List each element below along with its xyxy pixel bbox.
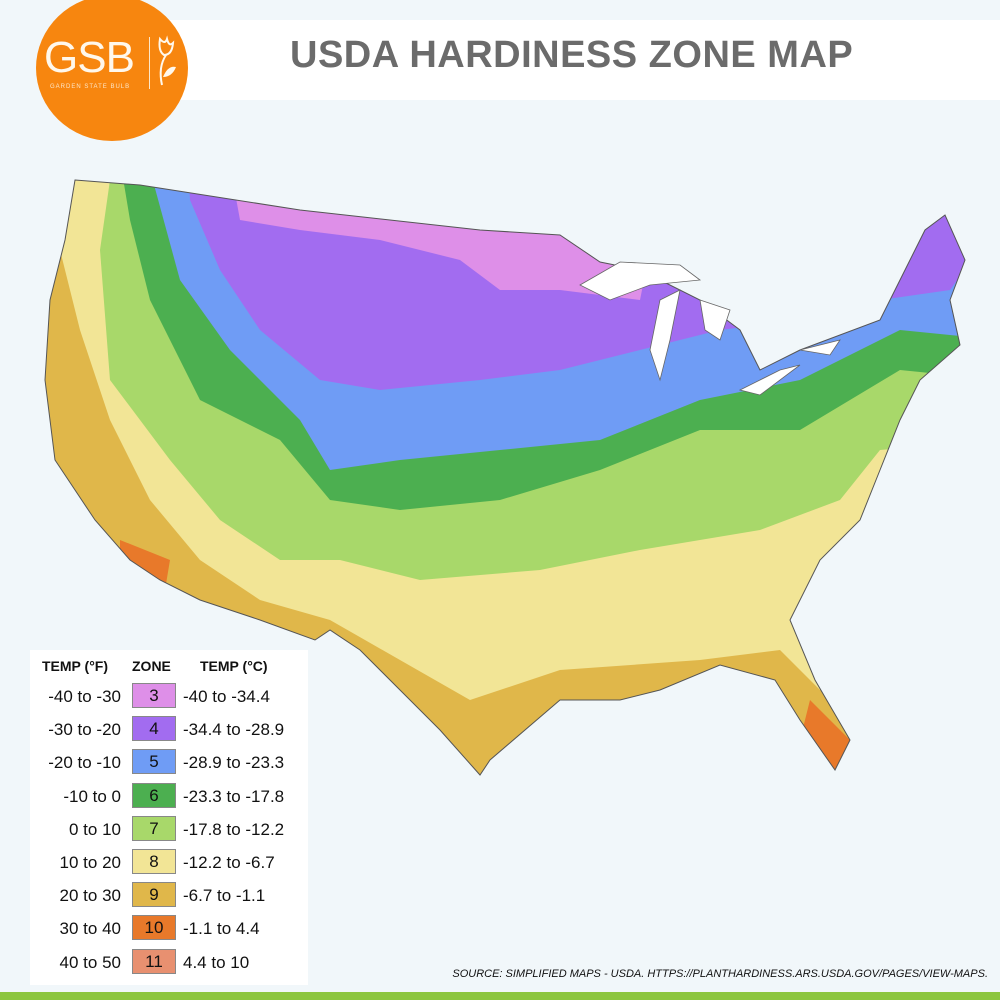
title-bar <box>150 20 1000 100</box>
legend-celsius: -17.8 to -12.2 <box>183 819 285 839</box>
page-title: USDA HARDINESS ZONE MAP <box>290 34 854 76</box>
legend-row: 0 to 10 7 -17.8 to -12.2 <box>30 813 308 846</box>
zone-swatch: 10 <box>132 915 176 941</box>
logo-text: GSB <box>44 33 135 82</box>
legend-celsius: -1.1 to 4.4 <box>183 919 260 939</box>
great-lakes <box>579 261 841 396</box>
legend-fahrenheit: -40 to -30 <box>48 687 121 706</box>
tulip-icon <box>158 35 176 86</box>
legend-row: 30 to 40 10 -1.1 to 4.4 <box>30 912 308 945</box>
zone-10-region <box>800 700 850 775</box>
zone-swatch: 7 <box>132 815 176 841</box>
zone-swatch: 8 <box>132 849 176 874</box>
legend-row: -10 to 0 6 -23.3 to -17.8 <box>30 780 308 813</box>
legend-header-celsius: TEMP (°C) <box>200 658 268 674</box>
legend-fahrenheit: 10 to 20 <box>59 853 121 872</box>
legend-row: 40 to 50 11 4.4 to 10 <box>30 946 308 979</box>
legend-row: 10 to 20 8 -12.2 to -6.7 <box>30 846 308 879</box>
zone-swatch: 5 <box>132 749 176 775</box>
source-note: SOURCE: SIMPLIFIED MAPS - USDA. HTTPS://… <box>452 968 988 980</box>
zone-swatch: 9 <box>132 882 176 908</box>
logo-subtitle: GARDEN STATE BULB <box>50 84 131 90</box>
bottom-bar <box>0 992 1000 1000</box>
legend-header-zone: ZONE <box>132 658 171 674</box>
zone-swatch: 3 <box>132 683 176 708</box>
logo-divider <box>149 37 150 89</box>
legend-fahrenheit: -10 to 0 <box>63 786 121 806</box>
legend-fahrenheit: -20 to -10 <box>48 753 121 773</box>
legend-celsius: -34.4 to -28.9 <box>183 720 285 740</box>
legend-celsius: -28.9 to -23.3 <box>183 753 285 773</box>
legend-celsius: -12.2 to -6.7 <box>183 853 275 872</box>
legend-fahrenheit: 20 to 30 <box>59 886 121 906</box>
legend-row: -20 to -10 5 -28.9 to -23.3 <box>30 746 308 779</box>
zone-swatch: 6 <box>132 782 176 808</box>
legend-row: -30 to -20 4 -34.4 to -28.9 <box>30 713 308 746</box>
legend-fahrenheit: -30 to -20 <box>48 720 121 740</box>
zone-swatch: 4 <box>132 716 176 742</box>
legend-celsius: -40 to -34.4 <box>183 687 270 706</box>
zone-10-region-ca <box>120 540 170 590</box>
legend-row: 20 to 30 9 -6.7 to -1.1 <box>30 879 308 912</box>
legend-fahrenheit: 0 to 10 <box>69 819 121 839</box>
legend-fahrenheit: 30 to 40 <box>59 919 121 939</box>
legend-celsius: 4.4 to 10 <box>183 952 250 972</box>
zone-swatch: 11 <box>132 948 176 974</box>
legend-celsius: -6.7 to -1.1 <box>183 886 266 906</box>
legend-fahrenheit: 40 to 50 <box>59 952 121 972</box>
legend-row: -40 to -30 3 -40 to -34.4 <box>30 680 308 713</box>
legend-celsius: -23.3 to -17.8 <box>183 786 285 806</box>
legend-header-fahrenheit: TEMP (°F) <box>42 658 109 674</box>
logo: GSB GARDEN STATE BULB <box>36 0 188 141</box>
zone-legend: TEMP (°F) ZONE TEMP (°C) -40 to -30 3 -40 … <box>30 650 308 985</box>
